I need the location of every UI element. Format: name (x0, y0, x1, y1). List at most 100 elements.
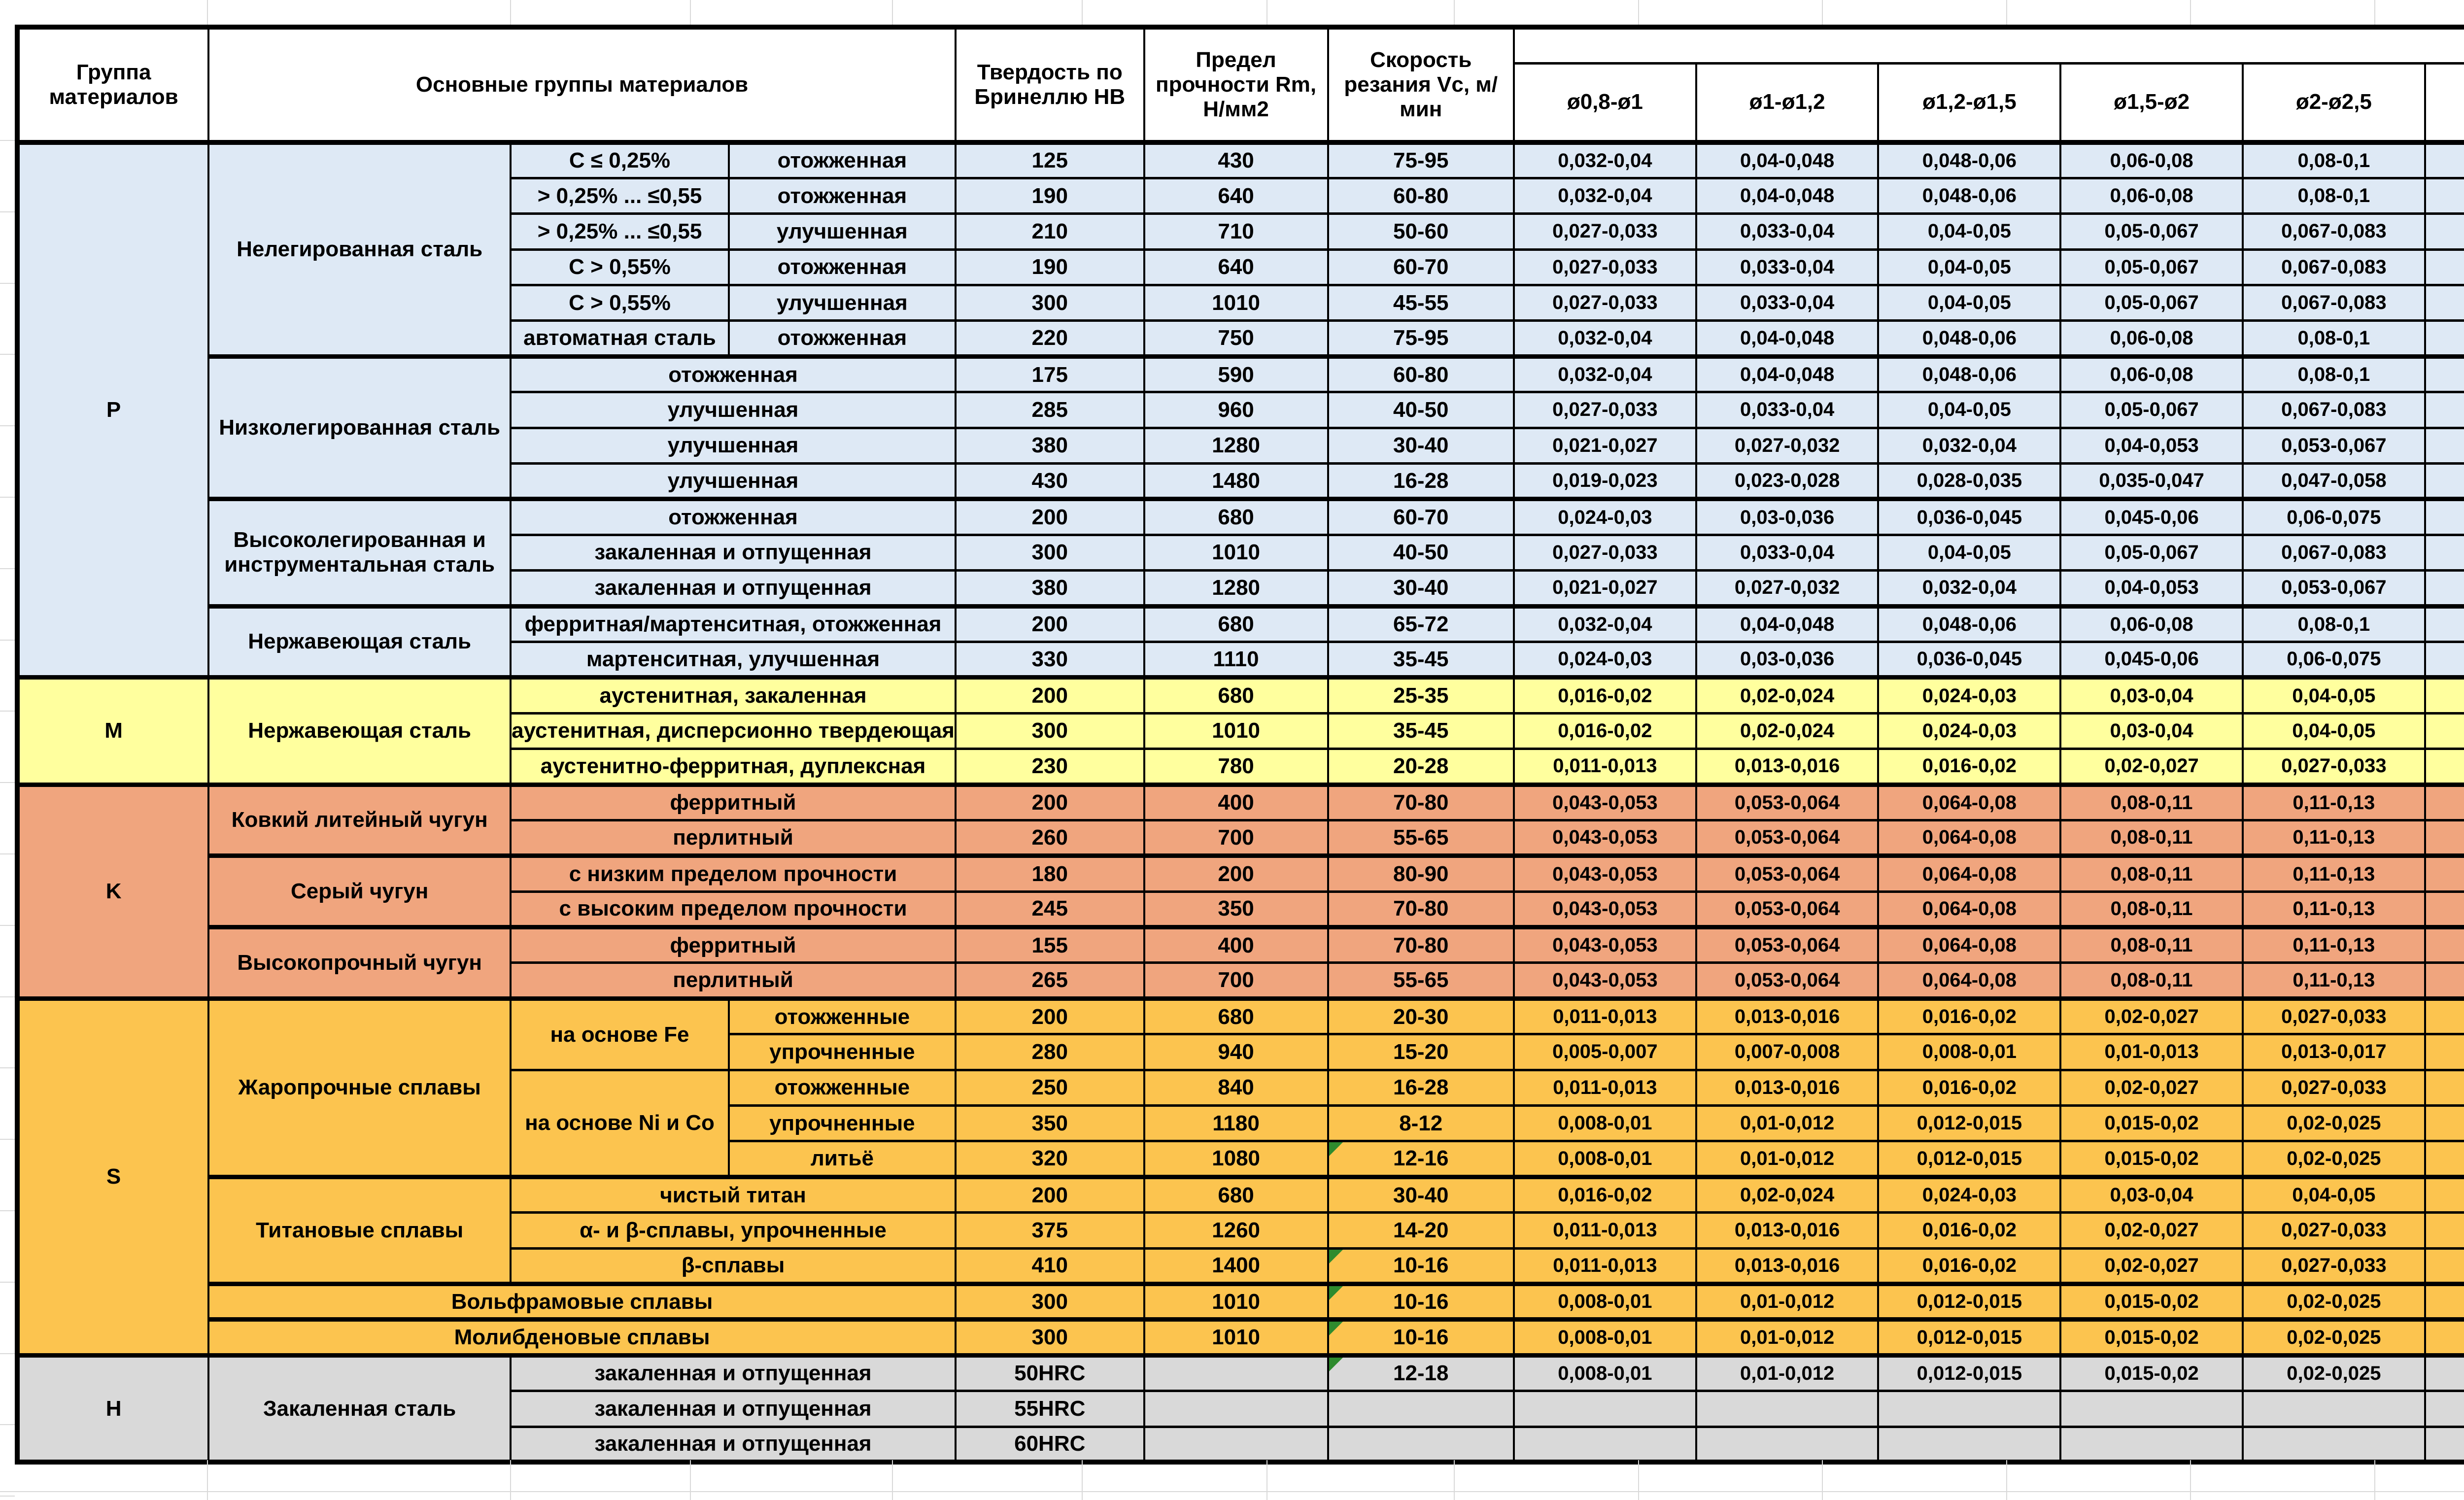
cell-r14-f2[interactable]: 0,048-0,06 (1877, 604, 2062, 643)
cell-r26-rm[interactable]: 940 (1143, 1033, 1329, 1071)
cell-r25-f5[interactable]: 0,033-0,053 (2424, 996, 2464, 1036)
cell-r32-f1[interactable]: 0,013-0,016 (1695, 1247, 1880, 1286)
cell-r29-f4[interactable]: 0,02-0,025 (2241, 1140, 2426, 1178)
header-feed-fn[interactable]: Подача Fn, мм/об (1512, 26, 2464, 65)
cell-r13-left0[interactable]: закаленная и отпущенная (510, 569, 957, 608)
cell-r20-f1[interactable]: 0,053-0,064 (1695, 818, 1880, 857)
cell-r35-left0[interactable]: H (16, 1353, 210, 1464)
cell-r25-left2[interactable]: на основе Fe (510, 996, 730, 1071)
cell-r17-f5[interactable]: 0,05-0,08 (2424, 712, 2464, 750)
cell-r22-left0[interactable]: с высоким пределом прочности (510, 890, 957, 929)
cell-r14-left0[interactable]: Нержавеющая сталь (207, 604, 512, 679)
cell-r20-f2[interactable]: 0,064-0,08 (1877, 818, 2062, 857)
cell-r36-f5[interactable] (2424, 1390, 2464, 1428)
cell-r36-f1[interactable] (1695, 1390, 1880, 1428)
cell-r12-hb[interactable]: 300 (954, 533, 1145, 572)
cell-r21-vc[interactable]: 80-90 (1327, 853, 1515, 893)
cell-r18-left0[interactable]: аустенитно-ферритная, дуплексная (510, 748, 957, 786)
cell-r32-f4[interactable]: 0,027-0,033 (2241, 1247, 2426, 1286)
cell-r32-f3[interactable]: 0,02-0,027 (2059, 1247, 2244, 1286)
cell-r4-vc[interactable]: 60-70 (1327, 248, 1515, 287)
cell-r25-f2[interactable]: 0,016-0,02 (1877, 996, 2062, 1036)
cell-r33-f3[interactable]: 0,015-0,02 (2059, 1281, 2244, 1321)
cell-r23-f5[interactable]: 0,13-0,21 (2424, 925, 2464, 964)
cell-r28-f2[interactable]: 0,012-0,015 (1877, 1104, 2062, 1143)
cell-r8-f5[interactable]: 0,083-0,13 (2424, 391, 2464, 429)
cell-r14-vc[interactable]: 65-72 (1327, 604, 1515, 643)
cell-r19-vc[interactable]: 70-80 (1327, 782, 1515, 821)
cell-r4-f4[interactable]: 0,067-0,083 (2241, 248, 2426, 287)
cell-r24-f4[interactable]: 0,11-0,13 (2241, 961, 2426, 1000)
cell-r30-f0[interactable]: 0,016-0,02 (1512, 1174, 1697, 1214)
cell-r21-f3[interactable]: 0,08-0,11 (2059, 853, 2244, 893)
cell-r36-f2[interactable] (1877, 1390, 2062, 1428)
cell-r34-f0[interactable]: 0,008-0,01 (1512, 1317, 1697, 1357)
cell-r28-f5[interactable]: 0,025-0,04 (2424, 1104, 2464, 1143)
cell-r29-left0[interactable]: литьё (727, 1140, 957, 1178)
cell-r3-hb[interactable]: 210 (954, 212, 1145, 251)
cell-r22-f3[interactable]: 0,08-0,11 (2059, 890, 2244, 929)
cell-r26-f1[interactable]: 0,007-0,008 (1695, 1033, 1880, 1071)
cell-r15-rm[interactable]: 1110 (1143, 640, 1329, 679)
cell-r33-vc[interactable]: 10-16 (1327, 1281, 1515, 1321)
cell-r24-f2[interactable]: 0,064-0,08 (1877, 961, 2062, 1000)
cell-r13-f4[interactable]: 0,053-0,067 (2241, 569, 2426, 608)
cell-r35-left2[interactable]: закаленная и отпущенная (510, 1353, 957, 1393)
cell-r27-f5[interactable]: 0,033-0,053 (2424, 1068, 2464, 1107)
cell-r4-left1[interactable]: отожженная (727, 248, 957, 287)
cell-r2-f5[interactable]: 0,1-0,16 (2424, 176, 2464, 215)
cell-r2-vc[interactable]: 60-80 (1327, 176, 1515, 215)
cell-r6-f4[interactable]: 0,08-0,1 (2241, 319, 2426, 358)
cell-r8-left0[interactable]: улучшенная (510, 391, 957, 429)
cell-r27-hb[interactable]: 250 (954, 1068, 1145, 1107)
cell-r9-f2[interactable]: 0,032-0,04 (1877, 426, 2062, 465)
cell-r3-left1[interactable]: улучшенная (727, 212, 957, 251)
cell-r37-f1[interactable] (1695, 1425, 1880, 1464)
cell-r2-f2[interactable]: 0,048-0,06 (1877, 176, 2062, 215)
cell-r12-rm[interactable]: 1010 (1143, 533, 1329, 572)
cell-r11-f1[interactable]: 0,03-0,036 (1695, 497, 1880, 536)
cell-r14-f5[interactable]: 0,1-0,16 (2424, 604, 2464, 643)
cell-r29-f1[interactable]: 0,01-0,012 (1695, 1140, 1880, 1178)
cell-r16-vc[interactable]: 25-35 (1327, 675, 1515, 715)
cell-r16-f1[interactable]: 0,02-0,024 (1695, 675, 1880, 715)
cell-r12-f0[interactable]: 0,027-0,033 (1512, 533, 1697, 572)
cell-r5-vc[interactable]: 45-55 (1327, 284, 1515, 322)
cell-r12-vc[interactable]: 40-50 (1327, 533, 1515, 572)
cell-r9-f5[interactable]: 0,067-0,11 (2424, 426, 2464, 465)
cell-r35-rm[interactable] (1143, 1353, 1329, 1393)
cell-r4-left0[interactable]: C > 0,55% (510, 248, 730, 287)
cell-r10-f1[interactable]: 0,023-0,028 (1695, 462, 1880, 501)
header-material-group[interactable]: Группа материалов (16, 26, 210, 145)
cell-r10-vc[interactable]: 16-28 (1327, 462, 1515, 501)
cell-r32-f2[interactable]: 0,016-0,02 (1877, 1247, 2062, 1286)
cell-r34-f1[interactable]: 0,01-0,012 (1695, 1317, 1880, 1357)
cell-r3-f5[interactable]: 0,083-0,13 (2424, 212, 2464, 251)
cell-r7-f5[interactable]: 0,1-0,16 (2424, 354, 2464, 394)
cell-r11-f3[interactable]: 0,045-0,06 (2059, 497, 2244, 536)
cell-r19-f3[interactable]: 0,08-0,11 (2059, 782, 2244, 821)
cell-r7-f0[interactable]: 0,032-0,04 (1512, 354, 1697, 394)
cell-r35-vc[interactable]: 12-18 (1327, 1353, 1515, 1393)
cell-r31-f2[interactable]: 0,016-0,02 (1877, 1211, 2062, 1250)
cell-r10-f2[interactable]: 0,028-0,035 (1877, 462, 2062, 501)
cell-r27-rm[interactable]: 840 (1143, 1068, 1329, 1107)
cell-r3-left0[interactable]: > 0,25% ... ≤0,55 (510, 212, 730, 251)
cell-r31-hb[interactable]: 375 (954, 1211, 1145, 1250)
cell-r18-rm[interactable]: 780 (1143, 748, 1329, 786)
cell-r28-f1[interactable]: 0,01-0,012 (1695, 1104, 1880, 1143)
header-main-groups[interactable]: Основные группы материалов (207, 26, 957, 145)
cell-r15-f0[interactable]: 0,024-0,03 (1512, 640, 1697, 679)
cell-r29-vc[interactable]: 12-16 (1327, 1140, 1515, 1178)
cell-r23-f4[interactable]: 0,11-0,13 (2241, 925, 2426, 964)
cell-r28-left0[interactable]: упрочненные (727, 1104, 957, 1143)
cell-r16-left2[interactable]: аустенитная, закаленная (510, 675, 957, 715)
cell-r11-hb[interactable]: 200 (954, 497, 1145, 536)
cell-r16-hb[interactable]: 200 (954, 675, 1145, 715)
cell-r30-left0[interactable]: Титановые сплавы (207, 1174, 512, 1286)
cell-r12-left0[interactable]: закаленная и отпущенная (510, 533, 957, 572)
cell-r13-rm[interactable]: 1280 (1143, 569, 1329, 608)
cell-r23-rm[interactable]: 400 (1143, 925, 1329, 964)
cell-r30-f1[interactable]: 0,02-0,024 (1695, 1174, 1880, 1214)
cell-r32-vc[interactable]: 10-16 (1327, 1247, 1515, 1286)
